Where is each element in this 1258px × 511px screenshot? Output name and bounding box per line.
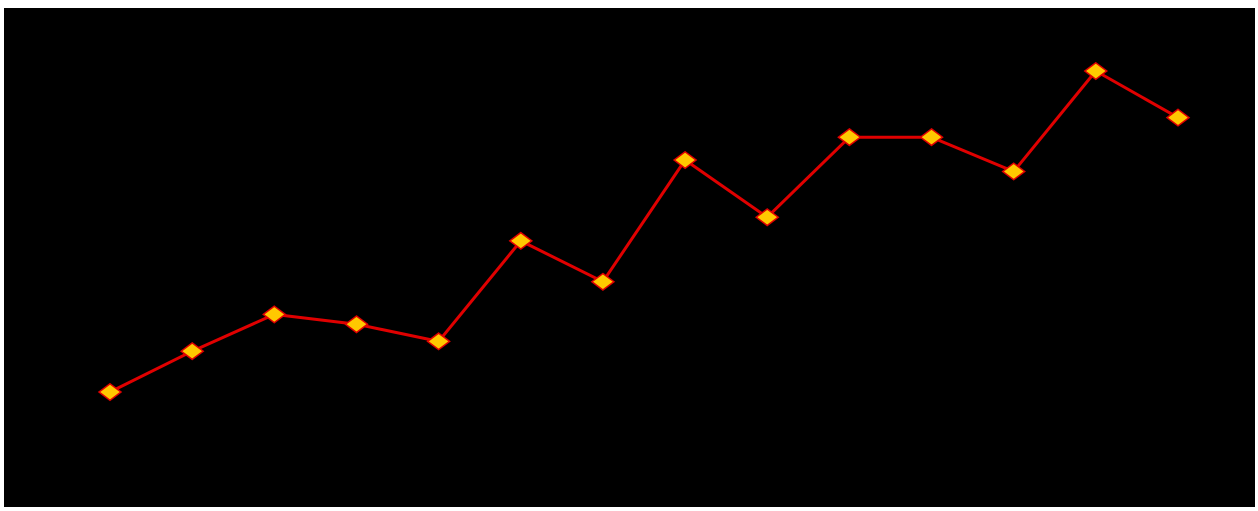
data-point-12[interactable] — [1001, 162, 1026, 181]
line-chart — [97, 61, 1191, 402]
data-point-3[interactable] — [262, 305, 287, 324]
data-point-14[interactable] — [1165, 108, 1191, 127]
data-point-7[interactable] — [590, 272, 616, 291]
data-point-9[interactable] — [754, 208, 780, 227]
series-layer — [97, 61, 1191, 402]
data-point-2[interactable] — [179, 341, 205, 361]
data-point-11[interactable] — [919, 127, 944, 147]
data-point-10[interactable] — [837, 127, 862, 147]
data-point-13[interactable] — [1083, 61, 1109, 81]
data-point-8[interactable] — [672, 150, 698, 170]
data-point-1[interactable] — [97, 382, 123, 402]
data-point-6[interactable] — [508, 231, 534, 251]
series-line-0 — [109, 69, 1179, 394]
data-point-4[interactable] — [344, 315, 369, 334]
data-point-5[interactable] — [426, 332, 451, 351]
chart-area — [4, 8, 1255, 507]
